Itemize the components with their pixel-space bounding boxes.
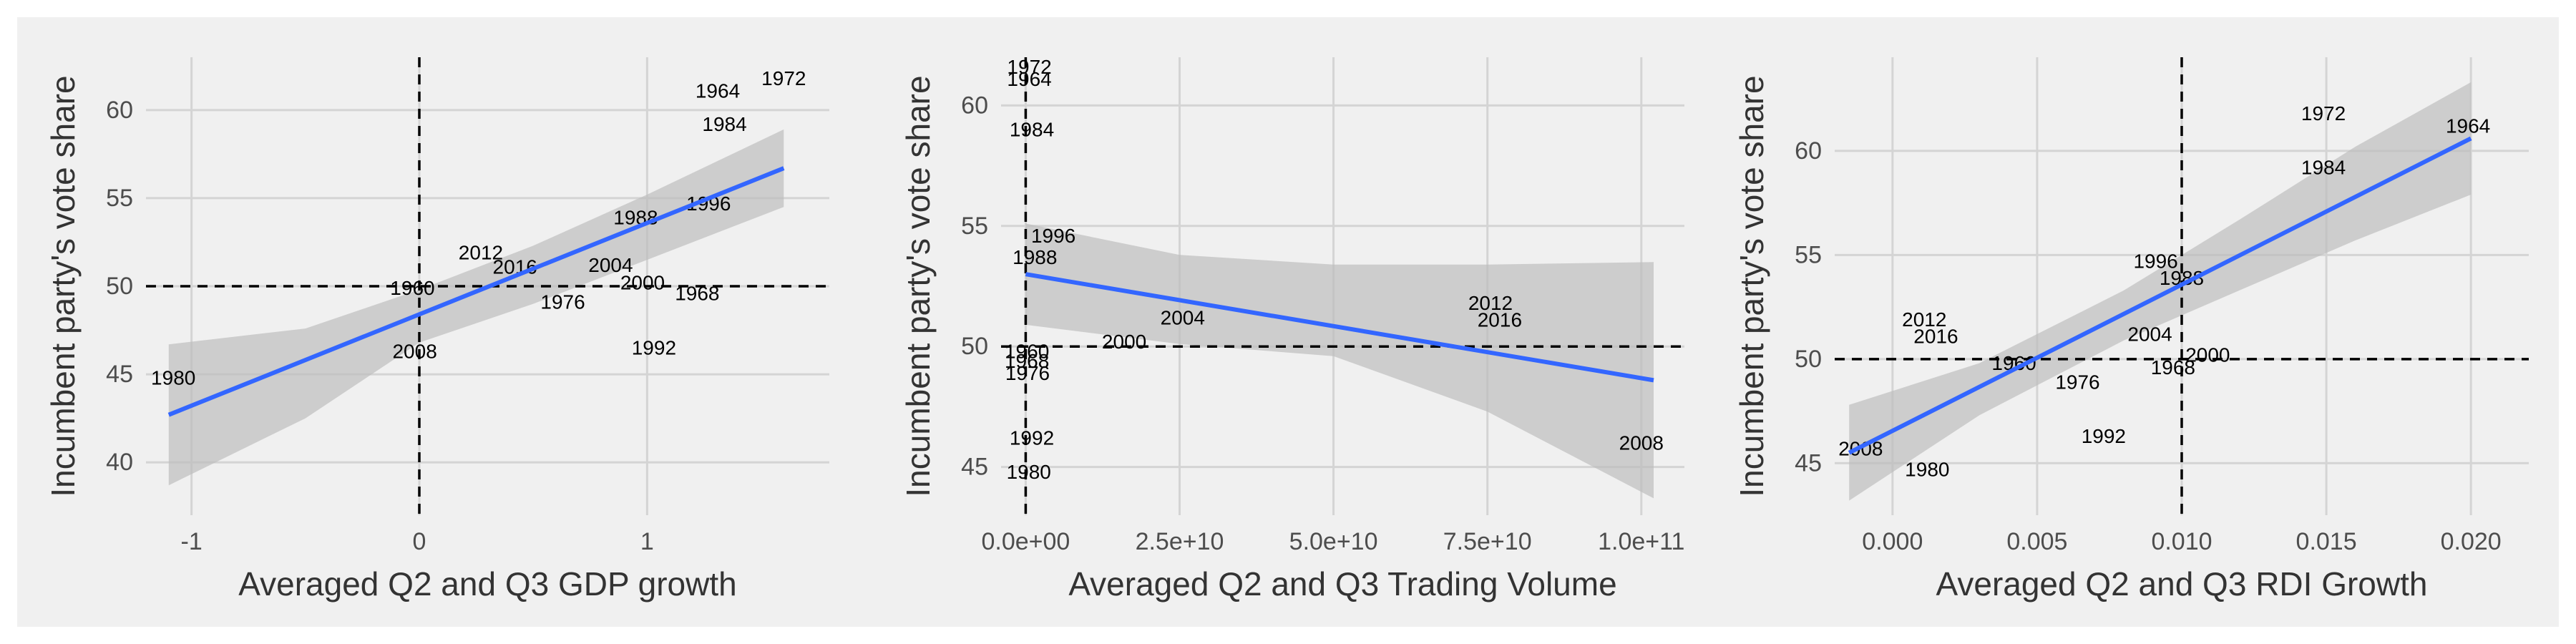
point-label-1964: 1964 xyxy=(2446,115,2490,137)
x-tick-label: 0.000 xyxy=(1862,528,1923,555)
y-tick-label: 45 xyxy=(1795,449,1822,477)
x-tick-label: 7.5e+10 xyxy=(1443,528,1532,555)
confidence-band xyxy=(1849,82,2472,501)
point-label-2000: 2000 xyxy=(1102,331,1146,353)
y-tick-label: 60 xyxy=(106,97,133,124)
point-label-1988: 1988 xyxy=(1013,246,1057,268)
y-tick-label: 50 xyxy=(961,333,988,360)
y-tick-label: 55 xyxy=(1795,241,1822,268)
point-label-1968: 1968 xyxy=(675,282,719,304)
y-tick-label: 55 xyxy=(961,213,988,240)
point-label-1960: 1960 xyxy=(390,277,434,299)
point-label-2008: 2008 xyxy=(392,341,436,363)
x-tick-label: 0.010 xyxy=(2151,528,2212,555)
point-label-1968: 1968 xyxy=(2151,356,2195,379)
point-label-1972: 1972 xyxy=(2301,102,2346,125)
point-label-1960: 1960 xyxy=(1005,340,1049,362)
point-label-1964: 1964 xyxy=(1007,68,1051,90)
point-label-1992: 1992 xyxy=(2082,425,2126,447)
x-axis-title: Averaged Q2 and Q3 Trading Volume xyxy=(1068,565,1616,602)
point-label-2004: 2004 xyxy=(1161,306,1205,328)
point-label-1996: 1996 xyxy=(1031,225,1075,247)
x-axis-title: Averaged Q2 and Q3 RDI Growth xyxy=(1936,565,2428,602)
point-label-2016: 2016 xyxy=(1913,325,1958,347)
fit-line xyxy=(1848,136,2472,455)
x-tick-label: 0 xyxy=(413,528,426,555)
y-tick-label: 50 xyxy=(106,273,133,300)
point-label-1976: 1976 xyxy=(2055,371,2099,393)
point-label-1984: 1984 xyxy=(702,113,746,135)
y-axis-title: Incumbent party's vote share xyxy=(1733,75,1770,497)
y-tick-label: 45 xyxy=(106,361,133,388)
x-tick-label: -1 xyxy=(181,528,203,555)
y-tick-label: 45 xyxy=(961,454,988,481)
point-label-1968: 1968 xyxy=(1005,350,1049,372)
point-label-2016: 2016 xyxy=(1478,309,1522,331)
y-tick-label: 60 xyxy=(1795,137,1822,165)
x-tick-label: 1.0e+11 xyxy=(1598,528,1684,555)
point-label-1984: 1984 xyxy=(2301,157,2346,179)
x-tick-label: 0.020 xyxy=(2441,528,2502,555)
point-label-1996: 1996 xyxy=(2133,250,2177,273)
point-label-2012: 2012 xyxy=(459,242,503,264)
point-label-1980: 1980 xyxy=(1905,459,1949,481)
point-label-1984: 1984 xyxy=(1010,119,1054,141)
point-label-2004: 2004 xyxy=(2127,323,2172,345)
point-label-2012: 2012 xyxy=(1468,292,1513,314)
x-tick-label: 5.0e+10 xyxy=(1289,528,1378,555)
x-axis-title: Averaged Q2 and Q3 GDP growth xyxy=(238,565,736,602)
point-label-2012: 2012 xyxy=(1902,308,1946,331)
x-tick-label: 1 xyxy=(640,528,654,555)
point-label-2000: 2000 xyxy=(2185,344,2230,366)
point-label-1992: 1992 xyxy=(632,337,676,359)
point-label-1964: 1964 xyxy=(696,79,740,102)
point-label-2008: 2008 xyxy=(1619,431,1664,454)
confidence-band xyxy=(168,129,784,486)
x-tick-label: 0.005 xyxy=(2006,528,2067,555)
y-tick-label: 60 xyxy=(961,92,988,119)
chart-figure: 1964 1972 1984 1996 1988 2012 2016 2004 2000 1968… xyxy=(17,17,2559,627)
y-axis-title: Incumbent party's vote share xyxy=(44,75,82,497)
fit-line xyxy=(167,166,785,417)
point-label-1976: 1976 xyxy=(1005,362,1050,384)
x-tick-label: 2.5e+10 xyxy=(1136,528,1224,555)
point-label-1980: 1980 xyxy=(151,367,195,389)
y-tick-label: 55 xyxy=(106,185,133,212)
fit-line xyxy=(1025,272,1654,383)
y-tick-label: 40 xyxy=(106,449,133,476)
y-axis-title: Incumbent party's vote share xyxy=(899,75,937,497)
y-tick-label: 50 xyxy=(1795,346,1822,373)
confidence-band xyxy=(1025,223,1654,499)
point-label-1972: 1972 xyxy=(761,67,806,89)
point-label-1976: 1976 xyxy=(540,291,585,313)
point-label-1988: 1988 xyxy=(613,207,658,229)
point-label-1972: 1972 xyxy=(1007,56,1051,78)
point-label-1992: 1992 xyxy=(1010,427,1054,449)
point-label-2004: 2004 xyxy=(588,254,633,276)
x-tick-label: 0.0e+00 xyxy=(981,528,1070,555)
point-label-2000: 2000 xyxy=(620,272,665,294)
x-tick-label: 0.015 xyxy=(2296,528,2357,555)
point-label-1980: 1980 xyxy=(1007,461,1051,483)
